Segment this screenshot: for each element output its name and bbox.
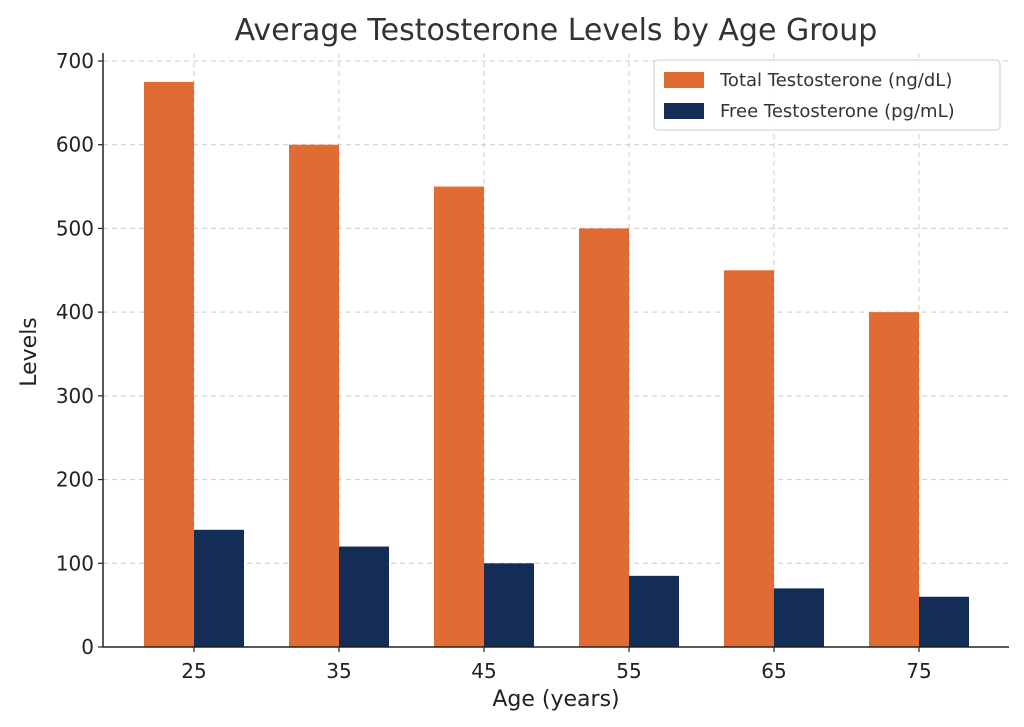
bar-total-65 — [724, 270, 774, 647]
tick-labels: 0 100 200 300 400 500 600 700 25 35 45 55 65 75 — [56, 49, 932, 683]
bar-total-45 — [434, 186, 484, 648]
y-tick-label: 200 — [56, 468, 94, 492]
x-axis-label: Age (years) — [492, 687, 619, 712]
x-tick-label: 35 — [326, 659, 351, 683]
bar-total-55 — [579, 228, 629, 647]
bar-free-35 — [339, 546, 389, 647]
y-tick-label: 400 — [56, 300, 94, 324]
x-tick-label: 75 — [906, 659, 931, 683]
legend-swatch — [664, 103, 704, 119]
bar-free-45 — [484, 563, 534, 647]
y-tick-label: 0 — [81, 635, 94, 659]
legend-label: Total Testosterone (ng/dL) — [719, 70, 952, 91]
y-tick-label: 100 — [56, 551, 94, 575]
bar-free-55 — [629, 575, 679, 647]
chart-title: Average Testosterone Levels by Age Group — [235, 13, 878, 48]
legend: Total Testosterone (ng/dL) Free Testoster… — [653, 59, 1001, 131]
bar-total-25 — [144, 81, 194, 647]
x-tick-label: 55 — [616, 659, 641, 683]
legend-box — [653, 59, 1001, 131]
y-tick-label: 700 — [56, 49, 94, 73]
x-tick-label: 45 — [471, 659, 496, 683]
bar-free-75 — [919, 596, 969, 647]
x-tick-label: 25 — [181, 659, 206, 683]
bars — [144, 81, 969, 648]
bar-free-25 — [194, 529, 244, 647]
x-tick-label: 65 — [761, 659, 786, 683]
legend-swatch — [664, 72, 704, 88]
axes — [102, 53, 1009, 648]
y-axis-label: Levels — [17, 317, 42, 387]
bar-total-35 — [289, 144, 339, 647]
y-tick-label: 300 — [56, 384, 94, 408]
bar-total-75 — [869, 312, 919, 647]
y-tick-label: 500 — [56, 216, 94, 240]
legend-label: Free Testosterone (pg/mL) — [720, 101, 955, 122]
bar-free-65 — [774, 588, 824, 647]
y-tick-label: 600 — [56, 133, 94, 157]
